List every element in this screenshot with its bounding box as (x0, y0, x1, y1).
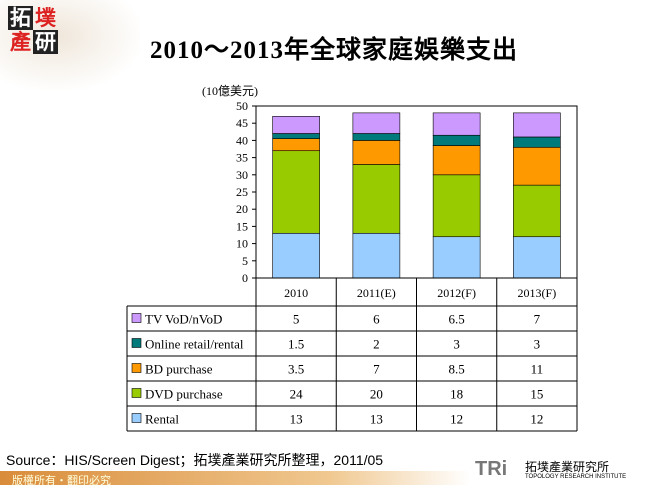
logo: 拓墣產研 (8, 6, 58, 54)
bar-segment (513, 112, 561, 138)
bar-segment (432, 236, 481, 279)
legend-swatch (131, 363, 142, 373)
legend-label: DVD purchase (145, 387, 223, 402)
data-label: 12 (450, 412, 463, 427)
data-label: 13 (290, 412, 303, 427)
data-label: 15 (530, 387, 543, 402)
y-tick-label: 5 (242, 254, 248, 268)
source-note: Source：HIS/Screen Digest；拓墣產業研究所整理，2011/… (6, 452, 384, 468)
legend-swatch (131, 313, 142, 323)
footer-bar: 版權所有・翻印必究 (0, 471, 470, 487)
bar-segment (513, 236, 561, 279)
legend-swatch (131, 388, 142, 398)
page-title: 2010～2013年全球家庭娛樂支出 (150, 37, 519, 64)
data-label: 3.5 (288, 362, 304, 377)
data-label: 7 (534, 312, 541, 327)
category-label: 2011(E) (357, 286, 396, 300)
bar-segment (272, 133, 320, 139)
bar-segment (432, 145, 481, 176)
bar-segment (432, 134, 481, 146)
y-tick-label: 15 (236, 219, 248, 233)
data-label: 13 (370, 412, 383, 427)
data-label: 12 (530, 412, 543, 427)
legend-swatch (131, 413, 142, 423)
legend-label: TV VoD/nVoD (145, 312, 222, 327)
bar-segment (352, 112, 401, 134)
data-label: 3 (534, 337, 541, 352)
data-label: 20 (370, 387, 383, 402)
brand-en: TOPOLOGY RESEARCH INSTITUTE (525, 474, 627, 480)
data-label: 7 (373, 362, 380, 377)
brand: TRi (475, 458, 508, 480)
brand-cn: 拓墣產業研究所 (525, 460, 610, 474)
category-label: 2012(F) (437, 286, 476, 300)
data-label: 11 (531, 362, 544, 377)
bar-segment (272, 150, 320, 234)
y-axis-unit: (10億美元) (202, 84, 258, 98)
data-label: 6 (373, 312, 380, 327)
y-tick-label: 45 (236, 116, 248, 130)
data-label: 6.5 (449, 312, 465, 327)
y-tick-label: 40 (236, 133, 248, 147)
data-label: 24 (290, 387, 304, 402)
legend-label: Rental (145, 412, 179, 427)
y-tick-label: 50 (236, 99, 248, 113)
legend-label: Online retail/rental (145, 337, 244, 352)
bar-segment (352, 133, 401, 141)
legend-swatch (131, 338, 142, 348)
data-label: 8.5 (449, 362, 465, 377)
copyright: 版權所有・翻印必究 (12, 474, 111, 487)
bar-segment (272, 138, 320, 152)
data-label: 2 (373, 337, 380, 352)
category-label: 2013(F) (518, 286, 557, 300)
bar-segment (432, 174, 481, 238)
legend-label: BD purchase (145, 362, 213, 377)
y-tick-label: 0 (242, 271, 248, 285)
y-tick-label: 10 (236, 237, 248, 251)
tri-logo: TRi 拓墣產業研究所 TOPOLOGY RESEARCH INSTITUTE (475, 458, 626, 481)
data-label: 1.5 (288, 337, 304, 352)
data-label: 5 (293, 312, 300, 327)
bar-segment (432, 112, 481, 136)
y-tick-label: 35 (236, 151, 248, 165)
bar-segment (272, 116, 320, 134)
data-label: 3 (453, 337, 460, 352)
category-label: 2010 (284, 286, 308, 300)
data-label: 18 (450, 387, 463, 402)
bar-segment (513, 136, 561, 148)
bar-segment (513, 146, 561, 186)
bar-segment (272, 232, 320, 279)
bar-segment (352, 140, 401, 165)
y-tick-label: 20 (236, 202, 248, 216)
bar-segment (352, 164, 401, 234)
bar-segment (352, 232, 401, 279)
y-tick-label: 25 (236, 185, 248, 199)
y-tick-label: 30 (236, 168, 248, 182)
bar-segment (513, 184, 561, 238)
